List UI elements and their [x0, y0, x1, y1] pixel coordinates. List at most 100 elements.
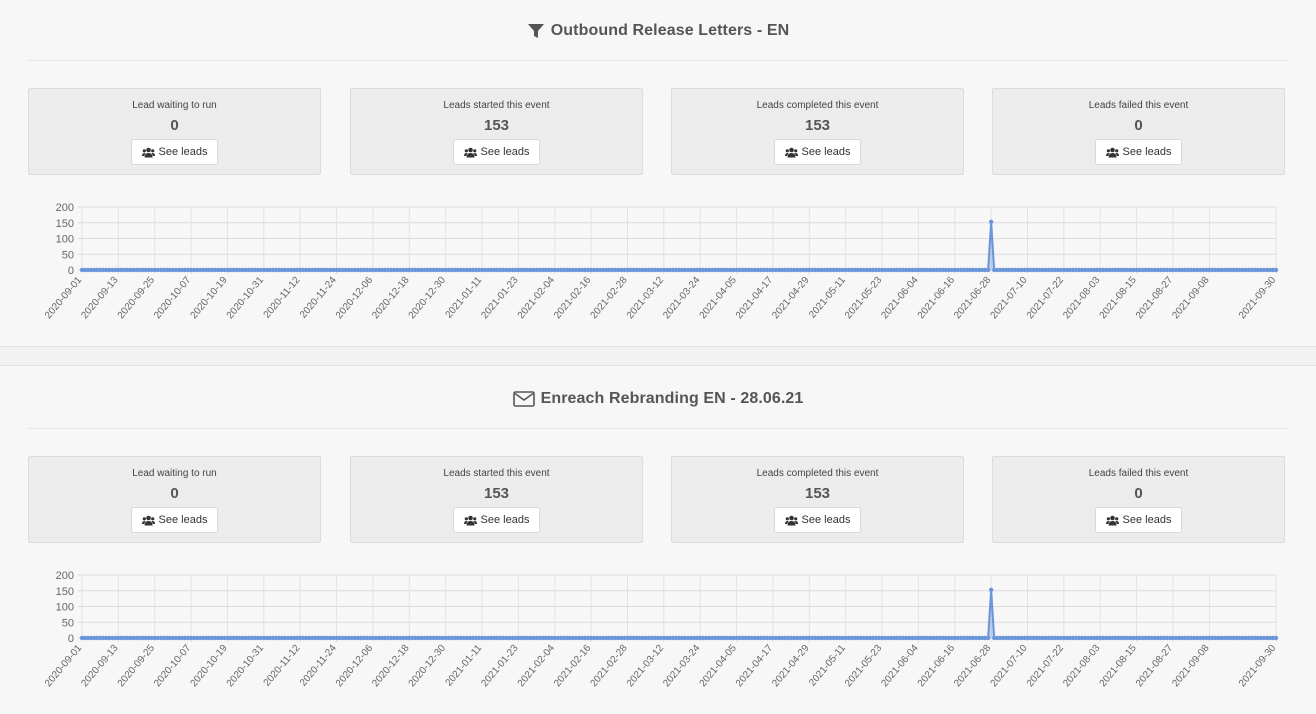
data-point — [349, 635, 354, 641]
data-point — [137, 635, 142, 641]
data-point — [591, 635, 597, 641]
data-point — [1049, 635, 1054, 641]
data-point — [837, 635, 842, 641]
data-point — [1004, 267, 1009, 273]
data-point — [1182, 635, 1188, 641]
data-point — [522, 267, 527, 273]
users-icon — [463, 515, 477, 525]
data-point — [982, 267, 988, 273]
data-point — [1195, 635, 1200, 641]
section-separator — [0, 346, 1316, 366]
data-point — [555, 635, 560, 641]
data-point — [437, 267, 442, 273]
see-leads-button[interactable]: See leads — [452, 139, 541, 165]
data-point — [307, 635, 312, 641]
see-leads-button[interactable]: See leads — [130, 139, 219, 165]
data-point — [876, 267, 882, 273]
data-point — [519, 635, 524, 641]
data-point — [1019, 635, 1024, 641]
data-point — [828, 267, 833, 273]
data-point — [585, 267, 591, 273]
data-point — [1095, 635, 1100, 641]
data-point — [425, 267, 430, 273]
data-point — [867, 635, 873, 641]
data-point — [204, 267, 209, 273]
data-point — [752, 267, 757, 273]
data-point — [185, 635, 191, 641]
see-leads-button[interactable]: See leads — [1094, 507, 1183, 533]
data-point — [1249, 635, 1254, 641]
data-point — [946, 267, 951, 273]
data-point — [1149, 267, 1154, 273]
data-point — [649, 267, 654, 273]
data-point — [691, 267, 697, 273]
data-point — [313, 635, 318, 641]
data-point — [985, 267, 991, 273]
data-point — [843, 267, 848, 273]
data-point — [164, 267, 170, 273]
data-point — [807, 267, 812, 273]
data-point — [446, 635, 451, 641]
data-point — [216, 635, 221, 641]
data-point — [1243, 635, 1248, 641]
data-point — [143, 635, 148, 641]
data-point — [767, 267, 773, 273]
data-point — [1122, 635, 1127, 641]
data-point — [1131, 267, 1136, 273]
data-point — [249, 267, 254, 273]
data-point — [649, 635, 654, 641]
data-point — [1146, 635, 1151, 641]
data-point — [219, 635, 224, 641]
see-leads-button[interactable]: See leads — [130, 507, 219, 533]
data-point — [749, 635, 754, 641]
data-point — [1237, 635, 1242, 641]
data-point — [755, 635, 760, 641]
data-point — [143, 267, 148, 273]
data-point — [431, 635, 436, 641]
see-leads-label: See leads — [158, 146, 208, 158]
see-leads-button[interactable]: See leads — [773, 507, 862, 533]
data-point — [267, 267, 273, 273]
see-leads-button[interactable]: See leads — [1094, 139, 1183, 165]
data-point — [658, 635, 664, 641]
data-point — [1137, 635, 1142, 641]
data-point — [228, 267, 233, 273]
data-point — [907, 635, 912, 641]
stat-value: 153 — [483, 117, 510, 134]
data-point — [543, 267, 548, 273]
data-point — [970, 267, 976, 273]
see-leads-label: See leads — [158, 514, 208, 526]
data-point — [594, 267, 600, 273]
data-point — [294, 267, 300, 273]
data-point — [864, 635, 870, 641]
data-point — [1037, 267, 1042, 273]
data-point — [370, 635, 376, 641]
data-point — [1107, 635, 1112, 641]
data-point — [1167, 635, 1173, 641]
data-point — [419, 635, 424, 641]
data-point — [737, 267, 742, 273]
data-point — [931, 267, 936, 273]
data-point — [137, 267, 142, 273]
data-point — [873, 635, 879, 641]
data-point — [291, 635, 297, 641]
data-point — [1219, 635, 1224, 641]
data-point — [1046, 267, 1051, 273]
see-leads-button[interactable]: See leads — [452, 507, 541, 533]
data-point — [82, 267, 88, 273]
data-point — [479, 267, 485, 273]
see-leads-button[interactable]: See leads — [773, 139, 862, 165]
data-point — [852, 635, 857, 641]
data-point — [1116, 635, 1121, 641]
data-point — [101, 635, 106, 641]
data-point — [788, 267, 794, 273]
data-point — [1152, 635, 1157, 641]
data-point — [1022, 267, 1027, 273]
data-point — [1070, 267, 1076, 273]
data-point — [1164, 635, 1170, 641]
data-point — [88, 635, 94, 641]
data-point — [1161, 267, 1167, 273]
data-point — [776, 635, 782, 641]
data-point — [1110, 635, 1115, 641]
data-point — [964, 635, 970, 641]
